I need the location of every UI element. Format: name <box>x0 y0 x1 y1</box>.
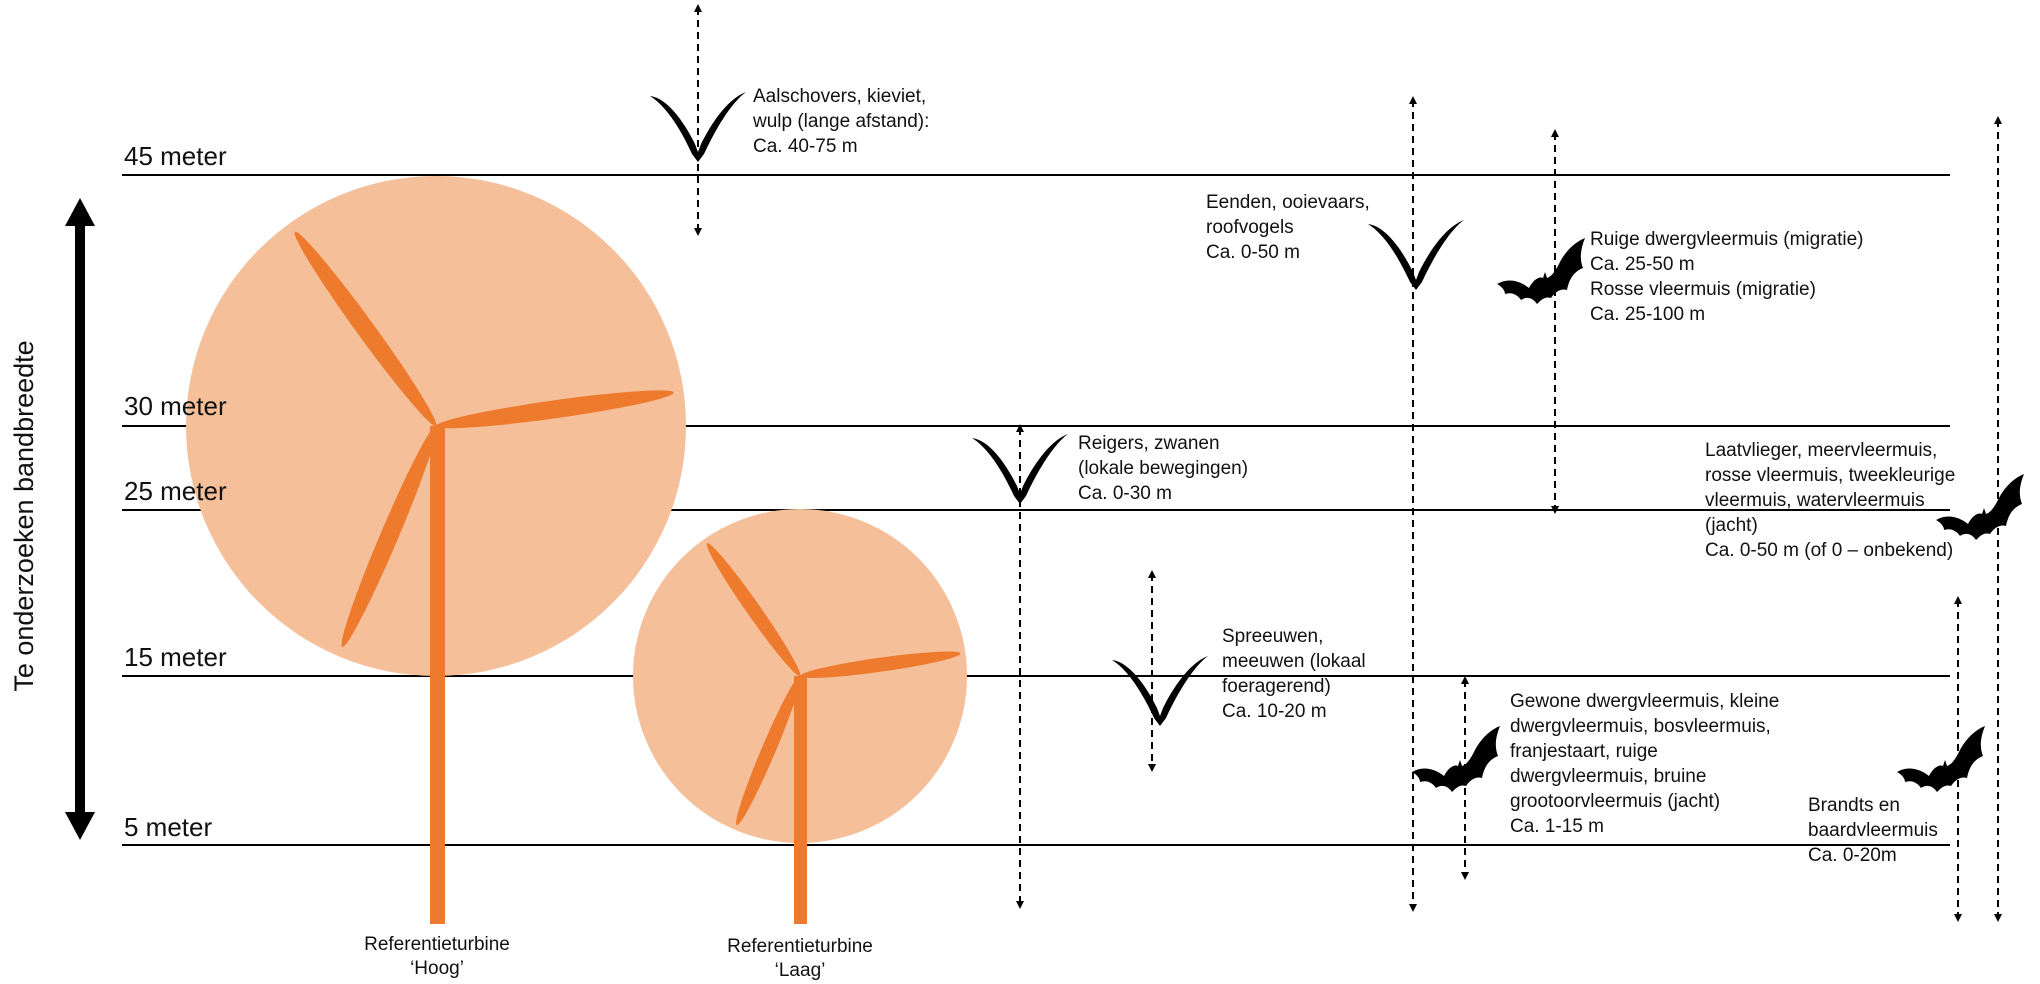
turbine-high <box>186 176 686 924</box>
species-note-line: rosse vleermuis, tweekleurige <box>1705 465 1956 486</box>
tower-high <box>430 426 445 924</box>
species-note-brandts: Brandts en baardvleermuis Ca. 0-20m <box>1808 793 1938 868</box>
species-note-line: Ca. 25-50 m <box>1590 254 1695 275</box>
species-note-line: dwergvleermuis, bruine <box>1510 766 1707 787</box>
species-note-line: Laatvlieger, meervleermuis, <box>1705 440 1938 461</box>
species-note-line: franjestaart, ruige <box>1510 741 1658 762</box>
species-note-line: Reigers, zwanen <box>1078 433 1220 454</box>
species-note-line: Ca. 10-20 m <box>1222 701 1327 722</box>
species-note-line: meeuwen (lokaal <box>1222 651 1366 672</box>
species-note-line: Eenden, ooievaars, <box>1206 192 1370 213</box>
species-note-line: Ca. 0-50 m (of 0 – onbekend) <box>1705 540 1954 561</box>
height-label-30: 30 meter <box>124 391 227 421</box>
species-note-line: Brandts en <box>1808 795 1900 816</box>
species-note-line: dwergvleermuis, bosvleermuis, <box>1510 716 1771 737</box>
bat-icon <box>1412 726 1500 792</box>
bird-icon <box>1368 220 1464 290</box>
species-note-gewone-dwerg: Gewone dwergvleermuis, kleine dwergvleer… <box>1510 689 1779 839</box>
species-note-line: roofvogels <box>1206 217 1294 238</box>
species-note-line: Ca. 0-30 m <box>1078 483 1172 504</box>
species-note-aalscholver: Aalschovers, kieviet, wulp (lange afstan… <box>753 84 929 159</box>
species-note-ruige-rosse: Ruige dwergvleermuis (migratie) Ca. 25-5… <box>1590 227 1863 327</box>
species-note-line: grootoorvleermuis (jacht) <box>1510 791 1721 812</box>
blades-high <box>294 231 674 647</box>
turbine-high-caption: Referentieturbine ‘Hoog’ <box>317 933 557 981</box>
blades-low <box>706 543 961 826</box>
species-note-line: baardvleermuis <box>1808 820 1938 841</box>
species-note-line: Ca. 40-75 m <box>753 136 858 157</box>
species-note-spreeuwen: Spreeuwen, meeuwen (lokaal foeragerend) … <box>1222 624 1366 724</box>
tower-low <box>794 676 807 924</box>
turbine-low-caption: Referentieturbine ‘Laag’ <box>680 935 920 983</box>
species-note-eenden: Eenden, ooievaars, roofvogels Ca. 0-50 m <box>1206 190 1370 265</box>
species-note-line: Spreeuwen, <box>1222 626 1324 647</box>
height-label-25: 25 meter <box>124 476 227 506</box>
species-note-line: Ca. 25-100 m <box>1590 304 1706 325</box>
species-note-line: foeragerend) <box>1222 676 1331 697</box>
bat-icon <box>1897 726 1985 792</box>
species-note-line: Ca. 0-20m <box>1808 845 1897 866</box>
species-note-laatvlieger: Laatvlieger, meervleermuis, rosse vleerm… <box>1705 438 1955 563</box>
species-note-line: Ca. 1-15 m <box>1510 816 1604 837</box>
height-label-5: 5 meter <box>124 812 213 842</box>
species-note-line: wulp (lange afstand): <box>753 111 930 132</box>
turbine-high-caption-line1: Referentieturbine <box>364 934 510 955</box>
height-label-45: 45 meter <box>124 141 227 171</box>
species-note-line: (jacht) <box>1705 515 1758 536</box>
bat-icon <box>1497 238 1585 304</box>
bird-icon <box>1112 656 1208 726</box>
species-note-reigers: Reigers, zwanen (lokale bewegingen) Ca. … <box>1078 431 1248 506</box>
height-label-15: 15 meter <box>124 642 227 672</box>
turbine-low-caption-line1: Referentieturbine <box>727 936 873 957</box>
bird-icon <box>650 92 746 162</box>
turbine-low <box>633 509 967 924</box>
turbine-low-caption-line2: ‘Laag’ <box>774 960 826 981</box>
species-note-line: Ruige dwergvleermuis (migratie) <box>1590 229 1864 250</box>
species-note-line: Ca. 0-50 m <box>1206 242 1300 263</box>
species-note-line: Rosse vleermuis (migratie) <box>1590 279 1816 300</box>
species-note-line: (lokale bewegingen) <box>1078 458 1249 479</box>
turbine-high-caption-line2: ‘Hoog’ <box>410 958 464 979</box>
species-note-line: vleermuis, watervleermuis <box>1705 490 1925 511</box>
species-note-line: Aalschovers, kieviet, <box>753 86 927 107</box>
band-label: Te onderzoeken bandbreedte <box>9 340 39 692</box>
species-note-line: Gewone dwergvleermuis, kleine <box>1510 691 1780 712</box>
